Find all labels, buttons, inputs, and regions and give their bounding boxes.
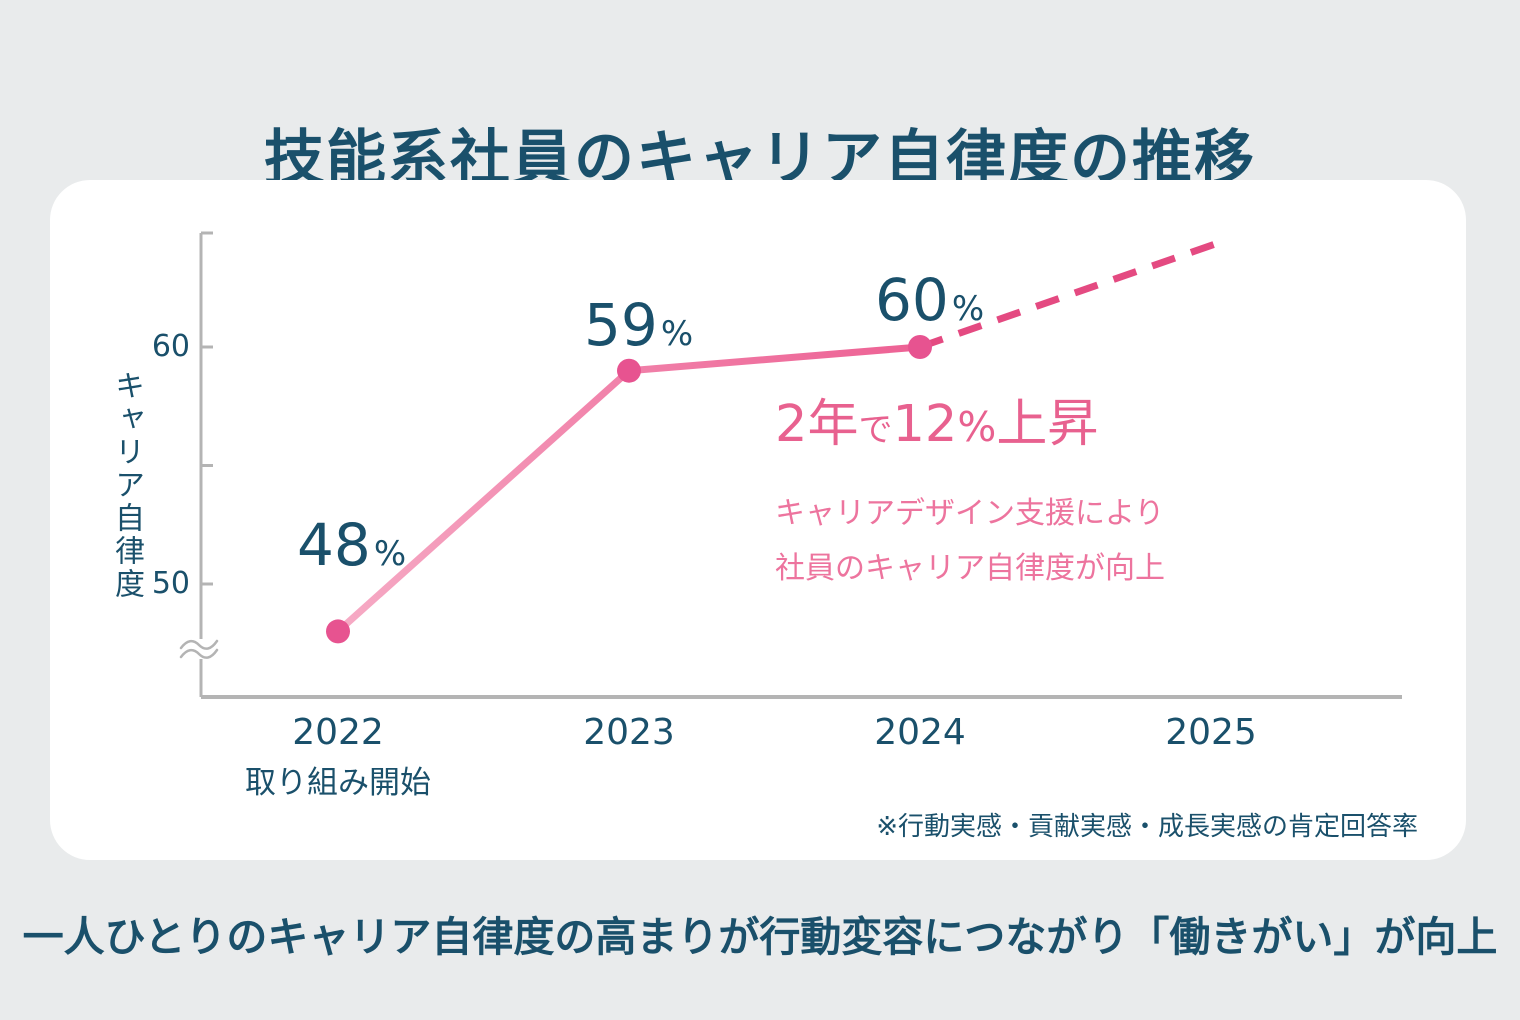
point-value-number: 59 <box>584 290 658 359</box>
annotation-heading-part: 2年 <box>775 395 859 454</box>
point-value-unit: % <box>373 534 407 575</box>
x-tick-label-2024: 2024 <box>874 712 966 753</box>
data-point <box>617 358 641 383</box>
annotation-heading: 2年で12%上昇 <box>775 395 1165 466</box>
annotation-heading-part: 上昇 <box>996 395 1099 454</box>
y-tick-label-60: 60 <box>151 329 190 364</box>
annotation-line-2: 社員のキャリア自律度が向上 <box>775 551 1165 586</box>
data-point <box>326 619 350 644</box>
y-axis-title: キャリア自律度 <box>109 370 144 601</box>
x-tick-label-2023: 2023 <box>583 712 675 753</box>
axis-break-icon <box>179 648 219 659</box>
annotation-line-1: キャリアデザイン支援により <box>775 496 1165 531</box>
chart-card: キャリア自律度 2年で12%上昇 キャリアデザイン支援により 社員のキャリア自律… <box>50 180 1466 860</box>
point-value-number: 48 <box>297 511 371 580</box>
x-axis-note: 取り組み開始 <box>245 765 431 801</box>
projection-line <box>918 237 1227 351</box>
bottom-message: 一人ひとりのキャリア自律度の高まりが行動変容につながり「働きがい」が向上 <box>22 913 1498 961</box>
y-tick-label-50: 50 <box>151 566 190 601</box>
point-value-label: 48% <box>297 516 406 574</box>
career-autonomy-line-chart <box>179 231 1402 699</box>
point-value-unit: % <box>951 289 985 329</box>
x-tick-label-2025: 2025 <box>1165 712 1257 753</box>
annotation-body: キャリアデザイン支援により 社員のキャリア自律度が向上 <box>775 486 1165 596</box>
point-value-unit: % <box>660 313 694 354</box>
point-value-number: 60 <box>875 266 949 334</box>
annotation-heading-part: で <box>858 410 893 450</box>
x-tick-label-2022: 2022 <box>292 712 384 753</box>
annotation-heading-part: 12 <box>892 395 958 454</box>
axis-break-icon <box>179 639 219 650</box>
point-value-label: 59% <box>584 296 693 354</box>
data-point <box>908 335 932 359</box>
chart-footnote: ※行動実感・貢献実感・成長実感の肯定回答率 <box>876 812 1418 842</box>
increase-annotation: 2年で12%上昇 キャリアデザイン支援により 社員のキャリア自律度が向上 <box>775 395 1165 596</box>
annotation-heading-part: % <box>957 403 997 451</box>
point-value-label: 60% <box>875 271 984 329</box>
